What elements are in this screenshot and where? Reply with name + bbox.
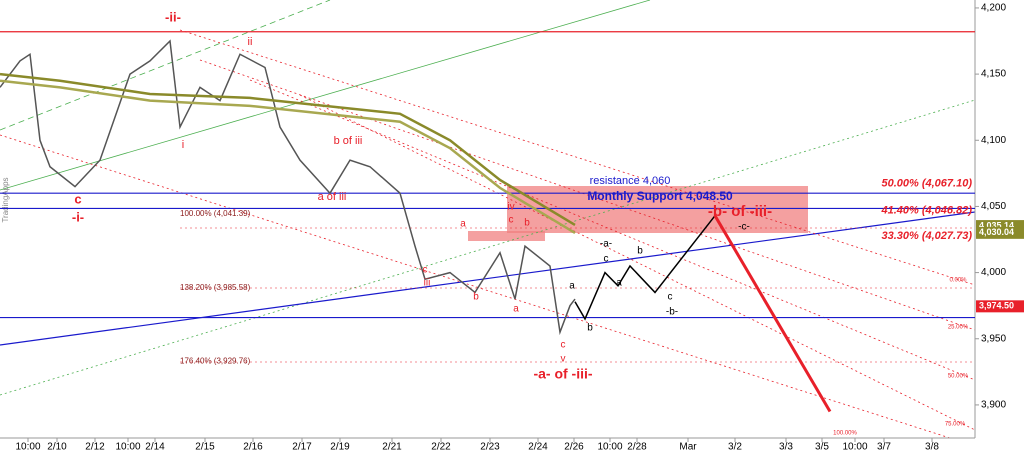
- zone: [507, 186, 808, 233]
- annotation: c: [561, 340, 566, 351]
- annotation: c: [668, 292, 673, 303]
- channel-line: [299, 94, 976, 431]
- zone: [468, 231, 545, 241]
- annotation: b: [637, 246, 643, 257]
- price-line: [574, 215, 716, 321]
- y-tick-label: 4,050: [981, 201, 1006, 212]
- price-line: [0, 79, 576, 234]
- y-tick-label: 4,000: [981, 267, 1006, 278]
- annotation: -i-: [72, 209, 84, 224]
- channel-label: 0.00%: [949, 278, 967, 284]
- channel-line: [0, 134, 951, 439]
- channel-label: 100.00%: [833, 431, 857, 437]
- x-tick-label: 3/7: [877, 442, 891, 453]
- x-tick-label: 3/2: [728, 442, 742, 453]
- annotation: Monthly Support 4,048.50: [587, 189, 733, 203]
- channel-label: 25.00%: [948, 325, 969, 331]
- x-tick-label: 2/24: [528, 442, 548, 453]
- x-tick-label: 3/3: [779, 442, 793, 453]
- channel-line: [199, 59, 976, 331]
- x-tick-label: 2/23: [480, 442, 500, 453]
- x-tick-label: 2/26: [564, 442, 584, 453]
- annotation: b: [473, 292, 479, 303]
- annotation: iv: [507, 202, 514, 213]
- annotation: c: [509, 215, 514, 226]
- price-tag: [976, 300, 1024, 313]
- price-line: [713, 214, 832, 413]
- x-tick-label: Mar: [679, 442, 697, 453]
- annotation: a: [569, 281, 575, 292]
- annotation: b: [524, 218, 530, 229]
- y-tick-label: 4,150: [981, 69, 1006, 80]
- annotation: -b- of -iii-: [708, 203, 772, 220]
- x-tick-label: 10:00: [842, 442, 867, 453]
- annotation: a: [513, 304, 519, 315]
- price-line: [0, 39, 576, 336]
- annotation: -a- of -iii-: [533, 366, 592, 382]
- annotation: v: [561, 354, 566, 365]
- x-tick-label: 10:00: [115, 442, 140, 453]
- x-tick-label: 3/5: [815, 442, 829, 453]
- trend-line: [0, 0, 331, 131]
- annotation: b: [587, 323, 593, 334]
- x-tick-label: 2/15: [195, 442, 215, 453]
- fib-label: 100.00% (4,041.39): [180, 209, 251, 218]
- x-tick-label: 10:00: [15, 442, 40, 453]
- fib-label: 50.00% (4,067.10): [881, 178, 972, 190]
- x-tick-label: 2/12: [85, 442, 105, 453]
- price-tag-label: 4,030.04: [979, 227, 1014, 237]
- annotation: c: [604, 254, 609, 265]
- annotation: a of iii: [318, 191, 347, 203]
- price-line: [0, 72, 576, 227]
- annotation: i: [182, 139, 184, 151]
- annotation: b of iii: [334, 135, 363, 147]
- x-tick-label: 2/22: [431, 442, 451, 453]
- annotation: iii: [424, 278, 431, 289]
- y-tick-label: 4,200: [981, 3, 1006, 14]
- channel-label: 50.00%: [948, 374, 969, 380]
- decoration: [0, 0, 976, 439]
- x-tick-label: 2/21: [382, 442, 402, 453]
- y-tick-label: 3,900: [981, 400, 1006, 411]
- price-tag: [976, 226, 1024, 239]
- x-tick-label: 2/17: [292, 442, 312, 453]
- x-tick-label: 2/14: [145, 442, 165, 453]
- annotation: ii: [248, 36, 253, 48]
- x-tick-label: 2/16: [243, 442, 263, 453]
- x-tick-label: 2/28: [627, 442, 647, 453]
- annotation: -b-: [666, 307, 678, 318]
- watermark: TradingApps: [1, 177, 10, 222]
- annotation: c: [74, 191, 81, 206]
- x-tick-label: 10:00: [597, 442, 622, 453]
- price-tag-label: 3,974.50: [979, 301, 1014, 311]
- annotation: -a-: [600, 239, 612, 250]
- annotation: -c-: [738, 222, 750, 233]
- channel-line: [249, 79, 976, 381]
- price-tag-label: 4,035.14: [979, 220, 1014, 230]
- y-tick-label: 4,100: [981, 135, 1006, 146]
- annotation: resistance 4,060: [590, 175, 671, 187]
- annotation: a: [616, 278, 622, 289]
- plot-area: [0, 0, 975, 438]
- fib-label: 33.30% (4,027.73): [881, 230, 972, 242]
- annotation: -ii-: [165, 9, 181, 24]
- channel-line: [179, 29, 976, 286]
- x-tick-label: 3/8: [925, 442, 939, 453]
- annotation: c: [423, 265, 428, 276]
- fib-label: 138.20% (3,985.58): [180, 283, 251, 292]
- x-tick-label: 2/19: [330, 442, 350, 453]
- y-tick-label: 3,950: [981, 333, 1006, 344]
- annotation: a: [460, 219, 466, 230]
- fib-label: 41.40% (4,046.82): [880, 205, 972, 217]
- channel-label: 75.00%: [945, 422, 966, 428]
- x-tick-label: 2/10: [47, 442, 67, 453]
- fib-label: 176.40% (3,929.76): [180, 357, 251, 366]
- trend-line: [0, 211, 976, 346]
